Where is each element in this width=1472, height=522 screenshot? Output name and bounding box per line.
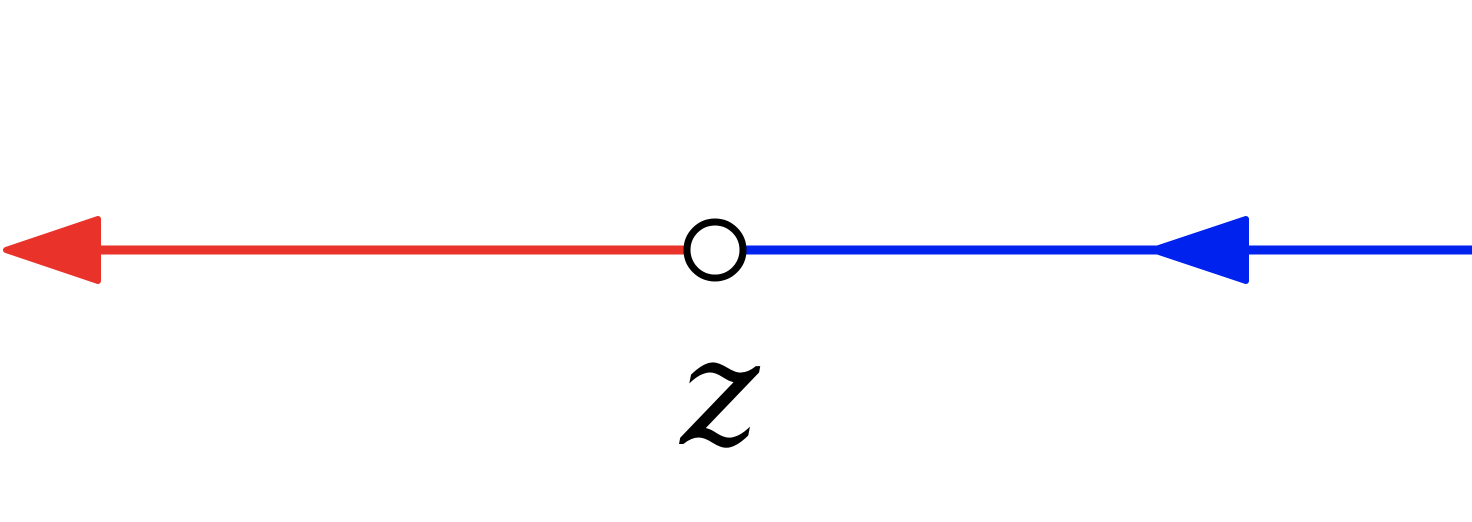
equilibrium-point (683, 218, 747, 282)
left-arrowhead (3, 216, 101, 284)
right-arrowhead (1150, 216, 1249, 284)
point-label: z (680, 306, 760, 480)
